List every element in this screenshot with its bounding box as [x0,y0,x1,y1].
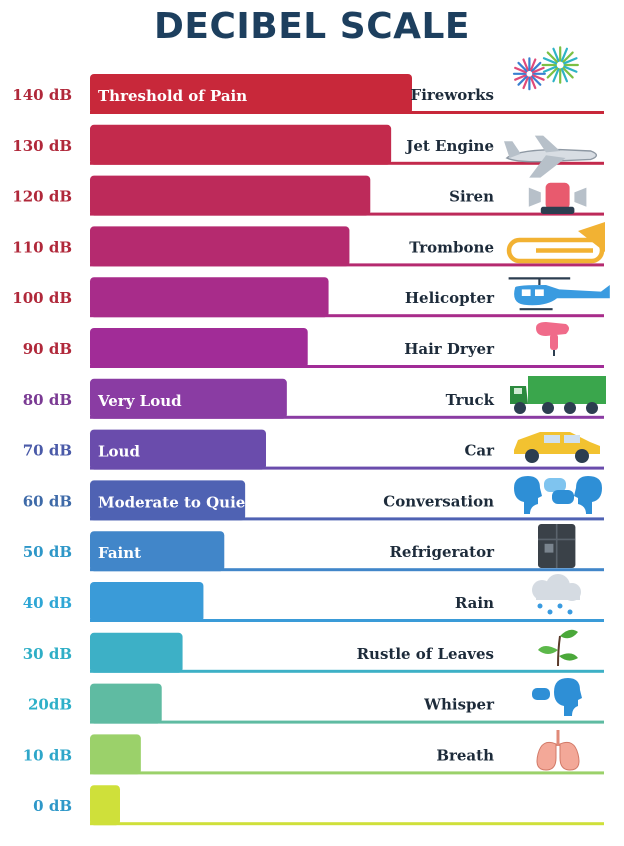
chart-title: DECIBEL SCALE [153,6,471,47]
trombone-icon [506,222,605,264]
tick-label: 0 dB [33,797,72,815]
conversation-icon [514,476,602,514]
bar [90,582,204,622]
bar-baseline [90,365,604,368]
tick-label: 130 dB [12,137,72,155]
source-label: Trombone [409,238,494,256]
jet-engine-icon [504,135,598,178]
tick-label: 110 dB [12,238,72,256]
bar-label: Threshold of Pain [98,87,247,105]
tick-label: 10 dB [23,746,72,764]
source-label: Car [464,442,495,460]
tick-label: 120 dB [12,188,72,206]
bar-baseline [90,415,604,419]
tick-label: 80 dB [23,391,72,409]
bar [90,480,246,521]
bar [90,226,350,267]
bar-baseline [90,517,604,521]
fireworks-icon [512,46,579,91]
siren-icon [528,182,587,214]
tick-label: 20dB [28,696,72,714]
car-icon [514,432,600,463]
bar-baseline [90,771,604,775]
source-label: Jet Engine [404,137,494,155]
bar-baseline [90,619,604,622]
bar-baseline [90,669,604,673]
hair-dryer-icon [536,322,569,356]
whisper-icon [532,678,582,716]
bar [90,734,141,775]
rain-icon [532,574,581,615]
source-label: Truck [446,391,495,409]
tick-label: 100 dB [12,289,72,307]
bar [90,632,183,673]
bar [90,531,225,572]
bar-label: Moderate to Quiet [98,493,252,511]
tick-label: 50 dB [23,543,72,561]
bar [90,175,371,216]
source-label: Siren [449,188,494,206]
tick-label: 30 dB [23,645,72,663]
bar [90,328,308,368]
bar-label: Very Loud [97,392,182,410]
bar-baseline [90,466,604,470]
truck-icon [510,376,606,414]
bar-baseline [90,720,604,724]
bar-baseline [90,568,604,572]
source-label: Rustle of Leaves [357,645,494,663]
bar [90,74,412,114]
bar-label: Loud [98,443,140,461]
bar-label: Faint [98,544,141,562]
leaves-icon [538,629,578,667]
bar [90,124,392,165]
source-label: Hair Dryer [404,340,495,358]
refrigerator-icon [538,524,576,569]
source-label: Helicopter [405,289,495,307]
tick-label: 140 dB [12,86,72,104]
bar [90,429,266,470]
source-label: Breath [436,746,494,764]
source-label: Fireworks [411,86,494,104]
lungs-icon [536,730,580,771]
source-label: Refrigerator [389,543,495,561]
helicopter-icon [508,277,610,311]
tick-label: 40 dB [23,594,72,612]
source-label: Whisper [423,696,495,714]
tick-label: 90 dB [23,340,72,358]
bar [90,683,162,724]
bar [90,785,120,826]
source-label: Conversation [383,492,494,510]
bar-baseline [90,822,604,826]
bar [90,277,329,318]
source-label: Rain [455,594,494,612]
bar [90,378,287,419]
tick-label: 60 dB [23,492,72,510]
bar-baseline [90,314,604,318]
tick-label: 70 dB [23,442,72,460]
